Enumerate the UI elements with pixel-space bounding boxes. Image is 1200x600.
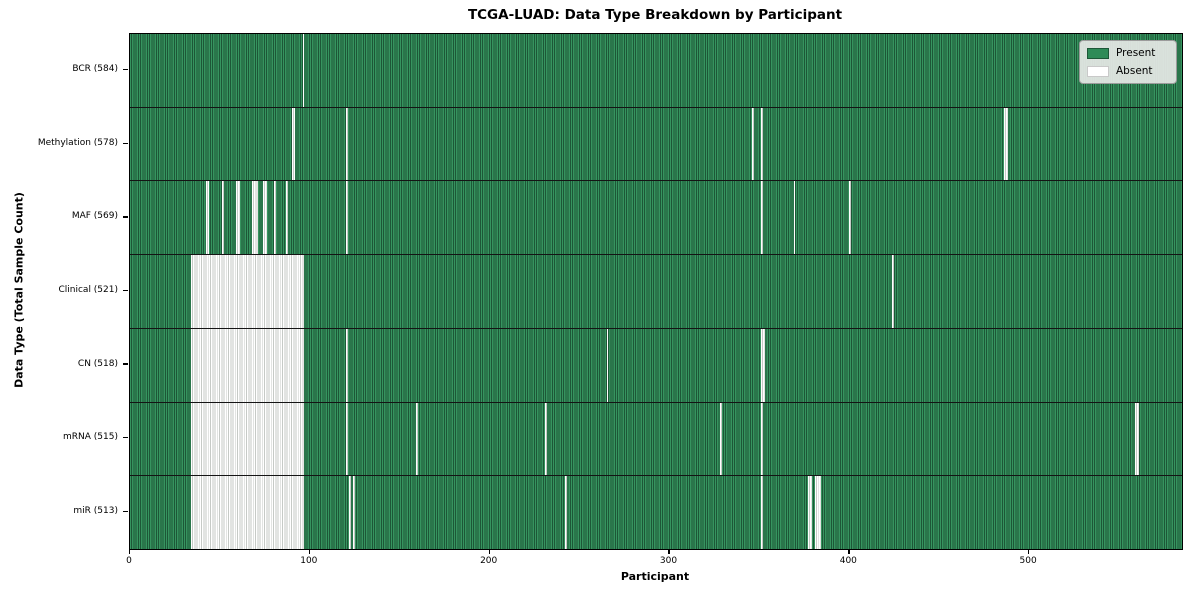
x-tick-label: 400 (839, 556, 857, 566)
x-tick-label: 200 (480, 556, 498, 566)
absent-block (719, 402, 722, 476)
row-mRNA (130, 402, 1182, 477)
chart-title: TCGA-LUAD: Data Type Breakdown by Partic… (467, 7, 843, 23)
x-tick-mark (848, 549, 850, 554)
row-miR (130, 476, 1182, 550)
plot-area: Present Absent (129, 33, 1183, 550)
absent-block (606, 328, 609, 402)
absent-block (191, 402, 305, 476)
absent-block (761, 402, 763, 476)
y-tick-label: Clinical (521) (58, 285, 118, 295)
y-tick-mark (123, 69, 128, 71)
absent-block (752, 107, 754, 181)
y-tick-label: mRNA (515) (63, 432, 118, 443)
absent-block (761, 476, 763, 550)
legend-label-absent: Absent (1116, 65, 1153, 77)
absent-block (849, 181, 852, 255)
present-swatch-icon (1087, 47, 1109, 59)
x-tick-label: 100 (300, 556, 318, 566)
y-tick-label: BCR (584) (72, 64, 118, 75)
y-tick-mark (123, 289, 128, 292)
absent-block (793, 181, 796, 255)
y-tick-mark (123, 510, 128, 512)
row-CN (130, 328, 1182, 403)
absent-block (191, 328, 305, 402)
absent-block (1135, 402, 1139, 476)
absent-swatch-icon (1087, 65, 1109, 77)
y-tick-label: MAF (569) (71, 211, 118, 222)
legend-label-present: Present (1116, 47, 1156, 59)
absent-block (565, 476, 567, 550)
absent-block (892, 255, 895, 328)
row-Methylation (130, 107, 1182, 182)
absent-block (302, 34, 305, 107)
x-tick-mark (308, 549, 311, 554)
absent-block (263, 181, 267, 255)
absent-block (221, 181, 224, 255)
absent-block (191, 476, 305, 550)
legend-item-present: Present (1087, 47, 1169, 59)
x-tick-label: 500 (1019, 556, 1037, 566)
absent-block (545, 402, 548, 476)
absent-block (191, 255, 305, 328)
absent-block (415, 402, 418, 476)
x-tick-label: 0 (126, 556, 132, 566)
absent-block (205, 181, 210, 255)
absent-block (252, 181, 258, 255)
x-tick-mark (129, 549, 131, 554)
x-tick-label: 300 (659, 556, 678, 566)
y-tick-mark (123, 363, 128, 365)
absent-block (291, 107, 296, 181)
absent-block (345, 181, 348, 255)
x-axis-label: Participant (620, 570, 690, 583)
x-tick-mark (668, 549, 670, 554)
absent-block (761, 107, 763, 181)
y-tick-label: CN (518) (77, 358, 118, 369)
absent-block (345, 107, 348, 181)
row-Clinical (130, 255, 1182, 329)
absent-block (236, 181, 240, 255)
absent-block (286, 181, 289, 255)
y-tick-label: Methylation (578) (37, 137, 118, 148)
absent-block (807, 476, 812, 550)
y-tick-mark (123, 437, 128, 439)
row-BCR (130, 34, 1182, 108)
absent-block (349, 476, 352, 550)
absent-block (352, 476, 355, 550)
absent-block (1003, 107, 1008, 181)
y-tick-label: miR (513) (73, 505, 118, 516)
y-tick-mark (123, 142, 128, 144)
absent-block (761, 181, 763, 255)
absent-block (345, 402, 348, 476)
row-MAF (130, 181, 1182, 256)
legend-item-absent: Absent (1087, 65, 1169, 77)
x-tick-mark (1028, 549, 1030, 554)
absent-block (815, 476, 821, 550)
absent-block (273, 181, 276, 255)
x-tick-mark (488, 549, 490, 554)
legend: Present Absent (1079, 40, 1177, 84)
absent-block (761, 328, 765, 402)
heatmap-rows (130, 34, 1182, 550)
absent-block (345, 328, 348, 402)
y-tick-mark (123, 216, 128, 218)
